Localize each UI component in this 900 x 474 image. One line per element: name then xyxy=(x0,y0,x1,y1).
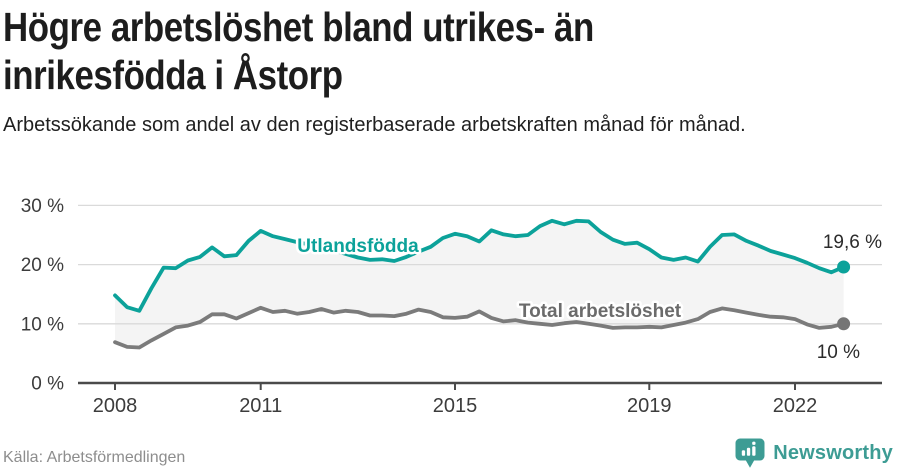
end-point-markers xyxy=(837,260,851,331)
line-chart: 0 % 10 % 20 % 30 % 2008 2011 2015 2019 2022 Utl… xyxy=(21,196,882,417)
end-point-marker xyxy=(837,260,851,274)
area-between-series xyxy=(115,220,844,348)
newsworthy-brand: Newsworthy xyxy=(735,438,893,469)
source-note: Källa: Arbetsförmedlingen xyxy=(3,449,186,466)
series-label: Total arbetslöshet xyxy=(519,301,682,322)
brand-name: Newsworthy xyxy=(773,442,893,464)
y-tick-label: 20 % xyxy=(21,255,64,276)
series-labels: Utlandsfödda 19,6 % Total arbetslöshet 10 % xyxy=(295,232,882,363)
series-line-utlandsfodda xyxy=(113,218,846,313)
y-tick-label: 0 % xyxy=(31,374,64,395)
y-tick-label: 10 % xyxy=(21,314,64,335)
series-label: Utlandsfödda xyxy=(297,236,419,257)
y-tick-label: 30 % xyxy=(21,196,64,217)
end-value-label: 19,6 % xyxy=(823,232,882,253)
x-tick-label: 2015 xyxy=(433,395,478,417)
x-tick-label: 2022 xyxy=(773,395,818,417)
x-tick-label: 2008 xyxy=(93,395,138,417)
y-axis-labels: 0 % 10 % 20 % 30 % xyxy=(21,196,64,395)
x-axis xyxy=(78,381,882,390)
x-axis-labels: 2008 2011 2015 2019 2022 xyxy=(93,395,818,417)
gridlines xyxy=(78,204,882,325)
series-line-total xyxy=(113,305,846,350)
end-value-label: 10 % xyxy=(817,342,860,363)
x-tick-label: 2019 xyxy=(627,395,672,417)
chart-subtitle: Arbetssökande som andel av den registerb… xyxy=(3,114,746,136)
bar-chart-speech-bubble-icon xyxy=(735,438,765,468)
page-title: Högre arbetslöshet bland utrikes- än inr… xyxy=(3,4,594,98)
x-tick-label: 2011 xyxy=(239,395,282,417)
series-lines xyxy=(113,218,846,350)
end-point-marker xyxy=(837,317,851,331)
area-between-series-fill xyxy=(115,220,844,348)
